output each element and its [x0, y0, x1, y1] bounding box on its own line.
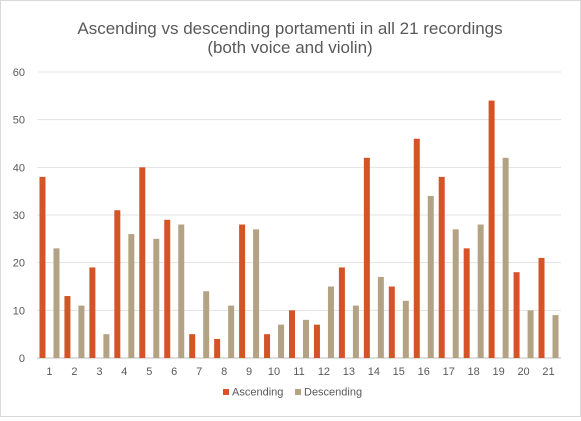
bar-ascending-19 — [488, 100, 495, 358]
bar-ascending-5 — [139, 167, 146, 358]
x-tick-label: 17 — [443, 366, 455, 378]
x-tick-label: 1 — [46, 366, 52, 378]
y-tick-label: 20 — [13, 258, 25, 270]
y-tick-label: 30 — [13, 210, 25, 222]
bar-descending-10 — [278, 324, 285, 358]
bar-ascending-1 — [39, 176, 46, 358]
x-axis: 1 2 3 4 5 6 7 8 9 10 11 12 13 14 15 16 17 18 19 20 21 — [46, 366, 554, 378]
bar-descending-5 — [153, 238, 160, 358]
bar-descending-12 — [327, 286, 334, 358]
legend-swatch-descending — [295, 389, 301, 395]
bar-descending-15 — [402, 300, 409, 358]
x-tick-label: 2 — [71, 366, 77, 378]
x-tick-label: 4 — [121, 366, 127, 378]
bar-descending-8 — [228, 305, 235, 358]
bar-ascending-18 — [463, 248, 470, 358]
gridlines — [37, 71, 561, 359]
bar-ascending-8 — [214, 338, 221, 358]
bar-ascending-2 — [64, 296, 71, 358]
bar-ascending-11 — [289, 310, 295, 358]
x-tick-label: 6 — [171, 366, 177, 378]
y-tick-label: 40 — [13, 162, 25, 174]
bars — [39, 100, 559, 358]
y-tick-label: 0 — [19, 353, 25, 365]
x-tick-label: 21 — [542, 366, 554, 378]
bar-descending-9 — [253, 229, 260, 358]
bar-descending-20 — [527, 310, 534, 358]
x-tick-label: 8 — [221, 366, 227, 378]
y-tick-label: 50 — [13, 115, 25, 127]
x-tick-label: 5 — [146, 366, 152, 378]
legend-label-descending: Descending — [304, 387, 362, 399]
bar-ascending-4 — [114, 210, 121, 358]
x-tick-label: 13 — [343, 366, 355, 378]
bar-descending-3 — [103, 334, 110, 358]
legend: Ascending Descending — [223, 387, 362, 399]
bar-ascending-17 — [438, 176, 445, 358]
y-tick-label: 10 — [13, 305, 25, 317]
bar-descending-13 — [352, 305, 359, 358]
bar-descending-17 — [452, 229, 459, 358]
bar-ascending-9 — [239, 224, 246, 358]
bar-descending-21 — [552, 315, 559, 358]
x-tick-label: 12 — [318, 366, 330, 378]
bar-descending-7 — [203, 291, 210, 358]
bar-ascending-7 — [189, 334, 196, 358]
chart-subtitle: (both voice and violin) — [207, 38, 372, 57]
bar-descending-16 — [427, 195, 434, 358]
x-tick-label: 15 — [393, 366, 405, 378]
legend-label-ascending: Ascending — [232, 387, 283, 399]
bar-ascending-3 — [89, 267, 96, 358]
bar-descending-11 — [303, 319, 309, 358]
bar-descending-18 — [477, 224, 484, 358]
x-tick-label: 20 — [517, 366, 529, 378]
y-axis: 0 10 20 30 40 50 60 — [13, 67, 25, 365]
bar-descending-6 — [178, 224, 185, 358]
bar-ascending-13 — [338, 267, 345, 358]
bar-ascending-14 — [363, 157, 370, 358]
bar-ascending-16 — [413, 138, 420, 358]
bar-descending-14 — [377, 276, 384, 358]
bar-descending-4 — [128, 234, 135, 358]
bar-ascending-12 — [313, 324, 320, 358]
bar-ascending-20 — [513, 272, 520, 358]
x-tick-label: 18 — [468, 366, 480, 378]
x-tick-label: 19 — [492, 366, 504, 378]
bar-descending-1 — [53, 248, 60, 358]
x-tick-label: 9 — [246, 366, 252, 378]
bar-ascending-10 — [264, 334, 271, 358]
x-tick-label: 7 — [196, 366, 202, 378]
chart-title: Ascending vs descending portamenti in al… — [77, 19, 502, 38]
bar-descending-2 — [78, 305, 85, 358]
x-tick-label: 3 — [96, 366, 102, 378]
y-tick-label: 60 — [13, 67, 25, 79]
bar-descending-19 — [502, 157, 509, 358]
x-tick-label: 10 — [268, 366, 280, 378]
bar-ascending-15 — [388, 286, 395, 358]
legend-swatch-ascending — [223, 389, 229, 395]
x-tick-label: 11 — [293, 366, 304, 378]
bar-ascending-6 — [164, 219, 171, 358]
x-tick-label: 14 — [368, 366, 380, 378]
x-tick-label: 16 — [418, 366, 430, 378]
bar-ascending-21 — [538, 257, 545, 358]
